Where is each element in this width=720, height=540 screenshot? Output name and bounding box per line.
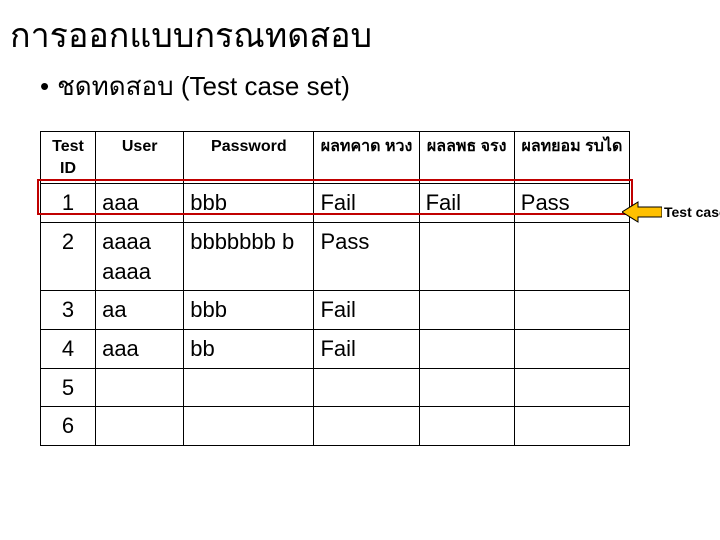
subtitle-text: ชดทดสอบ (Test case set)	[57, 71, 350, 101]
cell-accept	[514, 291, 629, 330]
cell-user: aaa	[96, 329, 184, 368]
cell-accept	[514, 329, 629, 368]
bullet-icon: •	[40, 71, 49, 102]
table-row: 3 aa bbb Fail	[41, 291, 630, 330]
cell-id: 4	[41, 329, 96, 368]
th-accept: ผลทยอม รบได	[514, 132, 629, 184]
table-header-row: Test ID User Password ผลทคาด หวง ผลลพธ จ…	[41, 132, 630, 184]
cell-id: 3	[41, 291, 96, 330]
cell-id: 1	[41, 184, 96, 223]
callout-arrow: Test case	[622, 200, 720, 224]
page-subtitle: • ชดทดสอบ (Test case set)	[40, 66, 710, 107]
test-case-table: Test ID User Password ผลทคาด หวง ผลลพธ จ…	[40, 131, 630, 446]
cell-actual	[419, 222, 514, 290]
table-container: Test ID User Password ผลทคาด หวง ผลลพธ จ…	[40, 131, 630, 446]
cell-actual	[419, 407, 514, 446]
cell-actual: Fail	[419, 184, 514, 223]
cell-accept	[514, 407, 629, 446]
th-test-id: Test ID	[41, 132, 96, 184]
cell-user	[96, 407, 184, 446]
table-row: 4 aaa bb Fail	[41, 329, 630, 368]
th-expected: ผลทคาด หวง	[314, 132, 419, 184]
cell-password: bbb	[184, 291, 314, 330]
th-actual: ผลลพธ จรง	[419, 132, 514, 184]
cell-password: bbb	[184, 184, 314, 223]
arrow-left-icon	[622, 200, 662, 224]
cell-user	[96, 368, 184, 407]
cell-id: 6	[41, 407, 96, 446]
cell-accept	[514, 222, 629, 290]
cell-expected: Fail	[314, 184, 419, 223]
cell-expected: Fail	[314, 291, 419, 330]
cell-id: 5	[41, 368, 96, 407]
table-row: 6	[41, 407, 630, 446]
cell-user: aaa	[96, 184, 184, 223]
table-row: 5	[41, 368, 630, 407]
cell-expected: Pass	[314, 222, 419, 290]
cell-user: aa	[96, 291, 184, 330]
cell-user: aaaa aaaa	[96, 222, 184, 290]
th-user: User	[96, 132, 184, 184]
cell-actual	[419, 329, 514, 368]
th-password: Password	[184, 132, 314, 184]
table-row: 2 aaaa aaaa bbbbbbb b Pass	[41, 222, 630, 290]
cell-actual	[419, 291, 514, 330]
page-title: การออกแบบกรณทดสอบ	[10, 8, 710, 62]
cell-expected: Fail	[314, 329, 419, 368]
cell-password	[184, 368, 314, 407]
cell-expected	[314, 368, 419, 407]
cell-expected	[314, 407, 419, 446]
cell-password	[184, 407, 314, 446]
cell-actual	[419, 368, 514, 407]
cell-password: bbbbbbb b	[184, 222, 314, 290]
cell-accept	[514, 368, 629, 407]
table-row: 1 aaa bbb Fail Fail Pass	[41, 184, 630, 223]
cell-accept: Pass	[514, 184, 629, 223]
cell-password: bb	[184, 329, 314, 368]
arrow-label: Test case	[664, 204, 720, 220]
cell-id: 2	[41, 222, 96, 290]
